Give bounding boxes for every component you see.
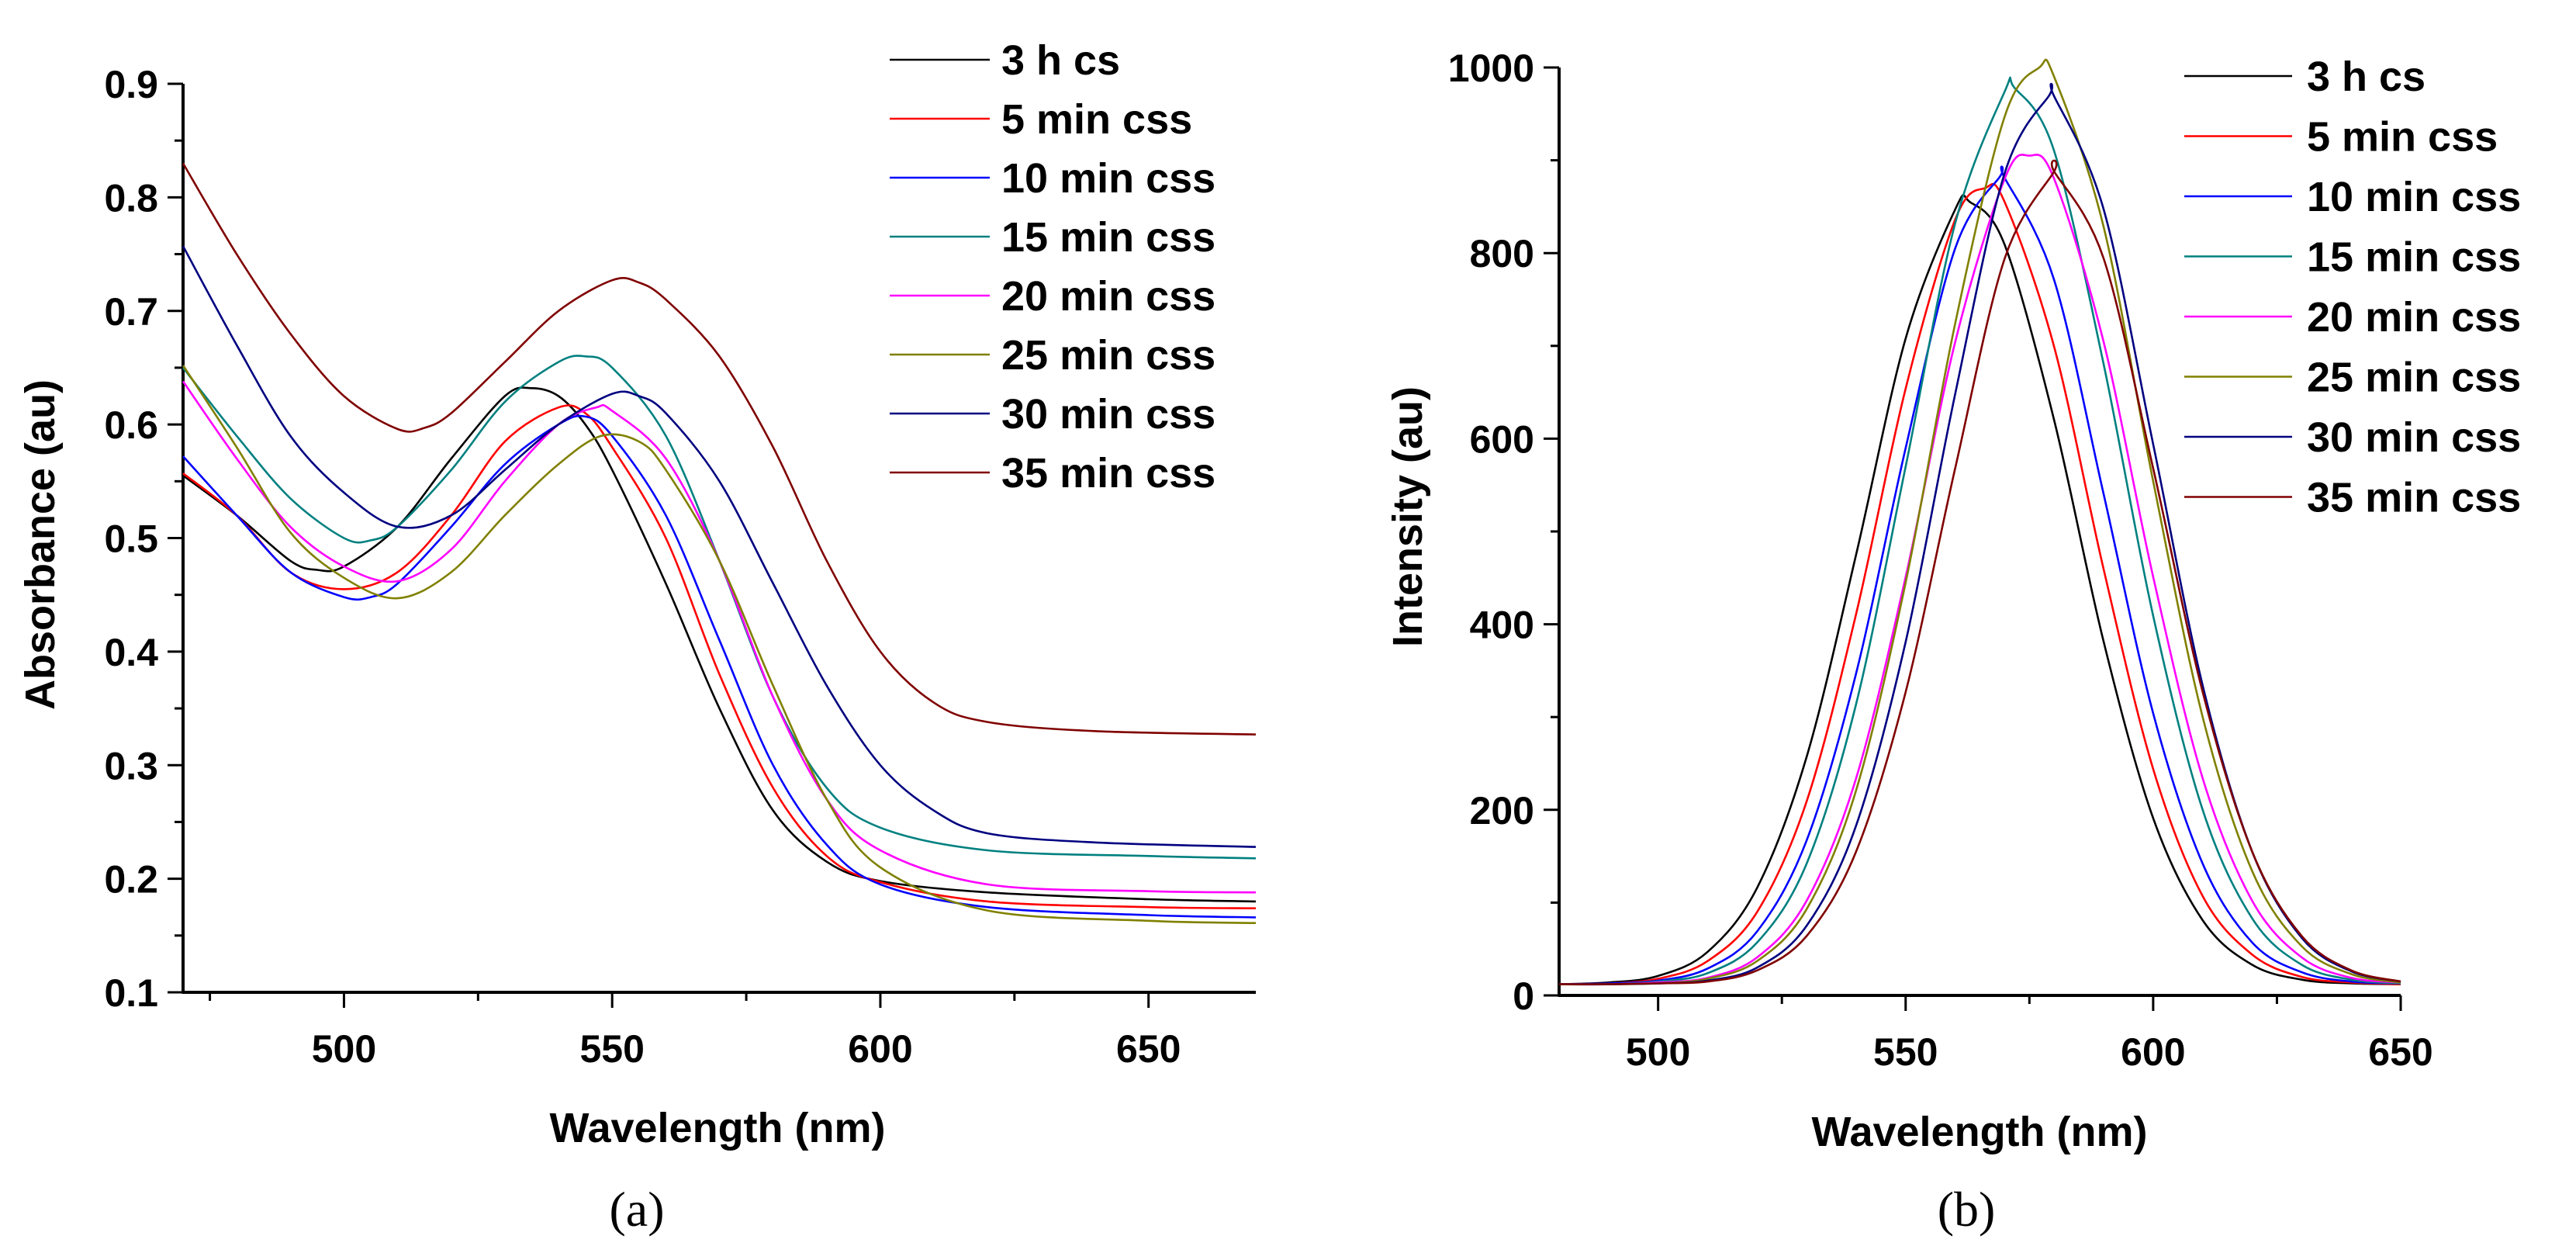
legend-label: 3 h cs <box>2307 54 2426 100</box>
x-tick-label: 650 <box>1116 1027 1181 1071</box>
y-tick-label: 0.7 <box>104 290 158 334</box>
y-tick-label: 800 <box>1470 232 1534 275</box>
y-tick-label: 0 <box>1513 974 1534 1018</box>
x-tick-label: 500 <box>1626 1030 1690 1074</box>
x-tick-label: 550 <box>1873 1030 1938 1074</box>
y-tick-label: 200 <box>1470 789 1534 832</box>
y-tick-label: 1000 <box>1448 47 1534 90</box>
legend-label: 15 min css <box>2307 234 2521 281</box>
x-tick-label: 650 <box>2368 1030 2433 1074</box>
x-tick-label: 550 <box>579 1027 644 1071</box>
series-line-15-min-css <box>1558 76 2401 986</box>
series-line-5-min-css <box>182 404 1257 909</box>
series-line-30-min-css <box>1558 82 2401 985</box>
legend-label: 5 min css <box>2307 114 2498 161</box>
y-tick-label: 600 <box>1470 417 1534 461</box>
series-line-15-min-css <box>182 355 1257 860</box>
series-line-20-min-css <box>1558 154 2401 986</box>
legend-label: 35 min css <box>1001 450 1215 497</box>
x-tick-label: 600 <box>848 1027 912 1071</box>
legend-label: 20 min css <box>2307 294 2521 341</box>
legend-label: 25 min css <box>1001 332 1215 379</box>
legend-label: 10 min css <box>2307 174 2521 220</box>
series-line-5-min-css <box>1558 182 2401 985</box>
series-line-30-min-css <box>182 245 1257 848</box>
series-line-25-min-css <box>1558 58 2401 985</box>
panel-label: (b) <box>1938 1182 1996 1237</box>
y-tick-label: 0.6 <box>104 403 158 447</box>
intensity-chart: Wavelength (nm) Intensity (au) (b) 500 55… <box>1385 47 2521 1237</box>
legend-label: 35 min css <box>2307 475 2521 521</box>
panel-label: (a) <box>609 1182 664 1237</box>
legend-label: 15 min css <box>1001 214 1215 261</box>
series-line-10-min-css <box>182 414 1257 919</box>
absorbance-chart: Wavelength (nm) Absorbance (au) (a) 500 5… <box>17 37 1257 1237</box>
series-line-35-min-css <box>182 162 1257 736</box>
y-tick-label: 0.5 <box>104 517 158 561</box>
x-tick-label: 500 <box>312 1027 376 1071</box>
y-tick-label: 0.8 <box>104 176 158 220</box>
x-axis-title: Wavelength (nm) <box>1811 1109 2147 1155</box>
y-tick-label: 400 <box>1470 604 1534 647</box>
x-tick-label: 600 <box>2121 1030 2185 1074</box>
legend-label: 25 min css <box>2307 355 2521 401</box>
series-line-3-h-cs <box>1558 194 2401 985</box>
series-line-25-min-css <box>182 365 1257 924</box>
series-line-20-min-css <box>182 380 1257 894</box>
y-tick-label: 0.9 <box>104 63 158 106</box>
y-tick-label: 0.3 <box>104 744 158 787</box>
y-tick-label: 0.2 <box>104 858 158 902</box>
y-tick-label: 0.4 <box>104 631 158 674</box>
legend-label: 10 min css <box>1001 155 1215 202</box>
legend-label: 30 min css <box>1001 391 1215 438</box>
x-axis-title: Wavelength (nm) <box>549 1105 885 1151</box>
y-tick-label: 0.1 <box>104 971 158 1015</box>
legend-label: 20 min css <box>1001 273 1215 320</box>
legend-label: 3 h cs <box>1001 37 1120 84</box>
y-axis-title: Absorbance (au) <box>17 379 64 710</box>
legend-label: 5 min css <box>1001 96 1192 143</box>
legend-label: 30 min css <box>2307 414 2521 461</box>
series-line-10-min-css <box>1558 165 2401 985</box>
y-axis-title: Intensity (au) <box>1385 386 1431 647</box>
series-line-35-min-css <box>1558 159 2401 985</box>
